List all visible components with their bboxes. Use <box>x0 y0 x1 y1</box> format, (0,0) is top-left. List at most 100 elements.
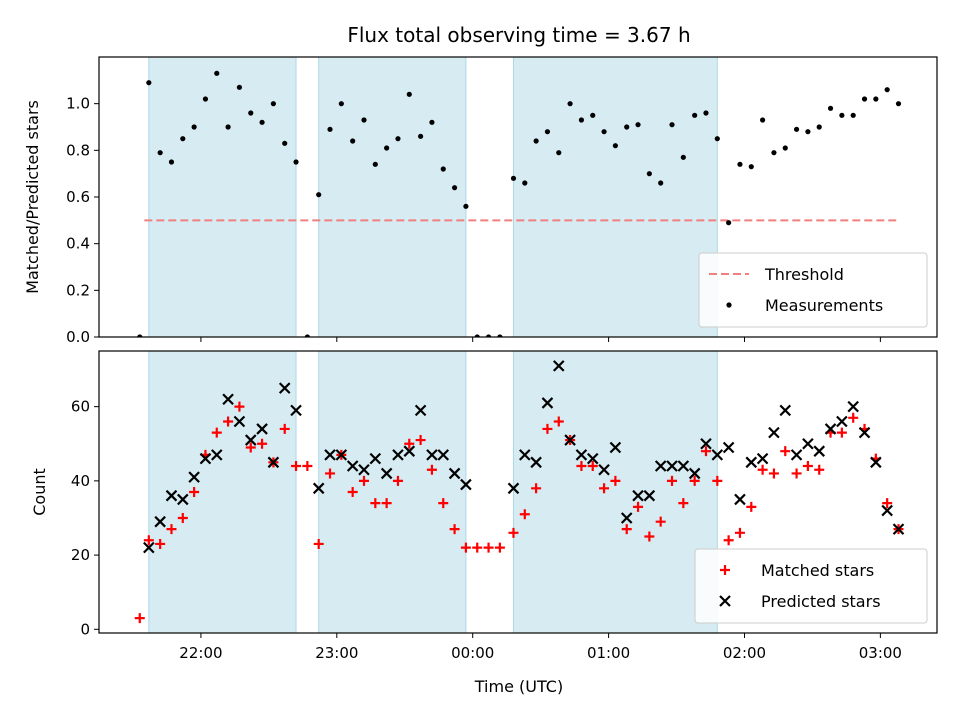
measurement-point <box>669 122 675 128</box>
predicted-star-point <box>426 449 438 461</box>
matched-star-point <box>381 498 392 509</box>
predicted-star-point <box>824 423 837 435</box>
measurement-point <box>282 140 288 146</box>
predicted-star-point <box>677 460 690 472</box>
predicted-star-point <box>722 441 735 454</box>
measurement-point <box>395 136 401 142</box>
matched-star-point <box>347 487 358 497</box>
y-axis-label: Matched/Predicted stars <box>23 100 42 294</box>
measurement-point <box>384 145 390 151</box>
predicted-star-point <box>654 460 667 472</box>
x-tick-label: 23:00 <box>315 644 358 662</box>
measurement-point <box>895 101 902 107</box>
predicted-star-point <box>324 449 336 461</box>
y-tick-label: 1.0 <box>66 95 90 113</box>
measurement-point <box>510 175 517 181</box>
measurement-point <box>350 138 356 144</box>
measurement-point <box>485 334 492 337</box>
measurement-point <box>658 180 664 186</box>
matched-star-point <box>734 527 745 538</box>
measurement-point <box>146 80 152 86</box>
measurement-point <box>612 143 618 149</box>
legend-label: Predicted stars <box>761 592 881 611</box>
legend-label: Measurements <box>765 296 883 315</box>
matched-star-point <box>757 464 768 475</box>
measurement-point <box>760 117 766 123</box>
measurement-point <box>578 117 585 123</box>
ratio-panel: 0.0 0.2 0.4 0.6 0.8 1.0 Matched/Predicted star… <box>23 56 938 346</box>
predicted-star-point <box>768 426 780 439</box>
matched-star-point <box>358 475 369 486</box>
measurement-point <box>497 334 503 337</box>
matched-star-point <box>426 464 437 475</box>
measurement-point <box>522 180 528 186</box>
measurement-point <box>680 154 686 160</box>
measurement-point <box>338 101 344 107</box>
measurement-point <box>748 164 754 170</box>
matched-star-point <box>211 427 222 438</box>
predicted-star-point <box>392 449 404 461</box>
measurement-point <box>567 101 573 107</box>
matched-star-point <box>836 427 847 438</box>
matched-star-point <box>257 438 268 449</box>
predicted-star-point <box>154 515 166 528</box>
predicted-star-point <box>688 467 701 480</box>
matched-star-point <box>189 487 200 497</box>
predicted-star-point <box>813 445 826 457</box>
measurement-point <box>726 220 732 226</box>
x-tick-label: 02:00 <box>723 644 766 662</box>
predicted-star-point <box>802 437 814 450</box>
measurement-point <box>316 192 322 198</box>
measurement-point <box>157 150 163 156</box>
predicted-star-point <box>507 482 520 495</box>
measurement-point <box>137 334 143 337</box>
shaded-interval <box>318 56 467 338</box>
matched-star-point <box>531 483 542 494</box>
matched-star-point <box>723 535 734 546</box>
predicted-star-point <box>870 456 882 469</box>
y-tick-label: 0.8 <box>66 141 90 159</box>
predicted-star-point <box>575 449 588 461</box>
predicted-star-point <box>290 404 302 417</box>
measurement-point <box>406 91 412 97</box>
predicted-star-point <box>267 456 280 469</box>
measurement-point <box>474 334 480 337</box>
matched-star-point <box>667 475 678 486</box>
predicted-star-point <box>734 493 746 506</box>
predicted-star-point <box>552 360 565 372</box>
predicted-star-point <box>847 400 859 413</box>
y-tick-label: 0 <box>80 620 90 638</box>
measurement-point <box>180 136 186 142</box>
predicted-star-point <box>312 482 325 495</box>
matched-star-point <box>587 461 598 472</box>
measurement-point <box>850 112 856 118</box>
y-tick-label: 60 <box>71 398 90 416</box>
predicted-star-point <box>199 452 212 465</box>
y-axis-label: Count <box>30 468 49 516</box>
matched-star-point <box>313 538 324 549</box>
predicted-star-point <box>460 478 472 491</box>
measurement-point <box>884 87 890 93</box>
legend-box <box>698 252 928 328</box>
predicted-star-point <box>609 441 622 454</box>
matched-star-point <box>814 464 825 475</box>
measurement-point <box>533 138 539 144</box>
predicted-star-point <box>403 445 416 457</box>
measurement-point <box>361 117 367 123</box>
matched-star-point <box>483 542 494 553</box>
measurement-point <box>624 124 630 130</box>
measurement-point <box>771 150 777 156</box>
measurement-point <box>816 124 822 130</box>
measurement-point <box>259 119 265 125</box>
predicted-star-point <box>346 460 359 472</box>
axes-frame <box>98 350 938 634</box>
measurement-point <box>556 150 562 156</box>
measurement-point <box>202 96 209 102</box>
matched-star-point <box>370 498 381 509</box>
matched-star-point <box>599 483 610 494</box>
matched-star-point <box>392 475 403 486</box>
matched-star-point <box>438 498 449 509</box>
predicted-star-point <box>519 449 531 461</box>
matched-star-point <box>325 468 336 479</box>
